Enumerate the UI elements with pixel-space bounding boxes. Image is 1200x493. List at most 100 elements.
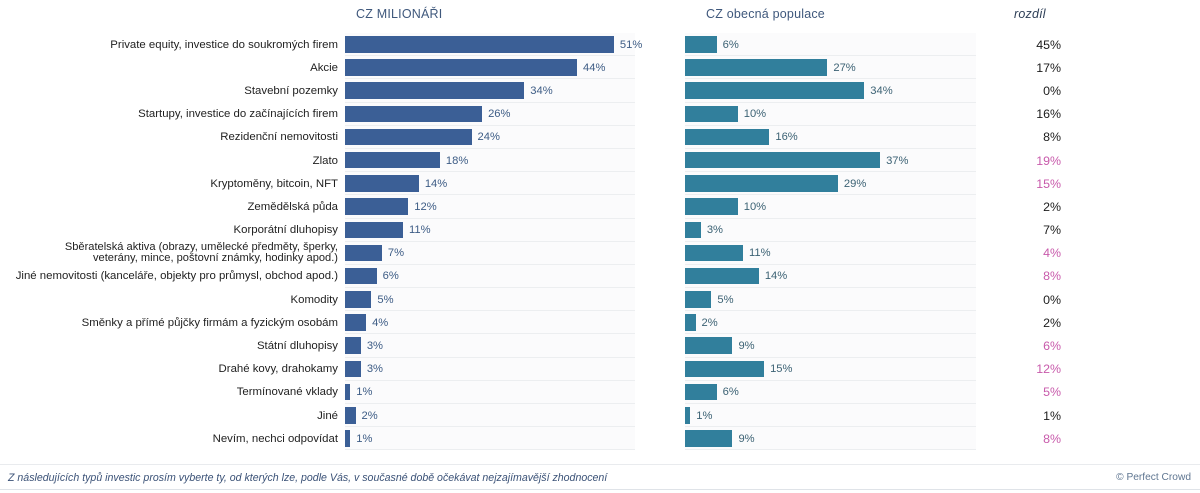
difference-value: 7% xyxy=(1043,223,1061,238)
millionaires-bar xyxy=(345,198,409,215)
millionaires-bar xyxy=(345,59,577,76)
population-bar xyxy=(685,383,717,401)
category-label: Jiné xyxy=(317,409,338,422)
population-value-label: 9% xyxy=(738,432,755,445)
difference-value: 8% xyxy=(1043,431,1061,446)
difference-value: 12% xyxy=(1036,362,1061,377)
millionaires-bar-track xyxy=(345,33,635,57)
population-bar xyxy=(685,128,770,146)
category-label: Akcie xyxy=(310,61,338,74)
population-value-label: 34% xyxy=(870,84,893,97)
category-label: Státní dluhopisy xyxy=(256,340,338,353)
millionaires-bar xyxy=(345,82,525,99)
population-bar-track xyxy=(685,288,976,312)
bottom-divider xyxy=(0,489,1200,490)
category-label: Sběratelská aktiva (obrazy, umělecké pře… xyxy=(64,240,338,265)
millionaires-bar-track xyxy=(345,357,635,381)
difference-value: 16% xyxy=(1036,107,1061,122)
population-bar-track xyxy=(685,172,976,196)
millionaires-bar xyxy=(345,175,419,192)
millionaires-value-label: 34% xyxy=(530,84,553,97)
category-label: Private equity, investice do soukromých … xyxy=(110,38,338,51)
population-bar xyxy=(685,291,712,308)
millionaires-bar xyxy=(345,407,356,424)
category-label: Zemědělská půda xyxy=(247,200,338,213)
millionaires-bar xyxy=(345,244,382,262)
category-label: Nevím, nechci odpovídat xyxy=(212,432,338,445)
millionaires-value-label: 26% xyxy=(488,108,511,121)
millionaires-value-label: 18% xyxy=(445,154,469,167)
population-value-label: 2% xyxy=(701,316,718,329)
population-bar xyxy=(685,244,743,262)
chart-row: Státní dluhopisy 3% 9% 6% xyxy=(0,334,1200,358)
millionaires-bar xyxy=(345,337,361,354)
population-bar-track xyxy=(685,79,976,103)
chart-row: Akcie 44% 27% 17% xyxy=(0,56,1200,80)
population-value-label: 14% xyxy=(764,270,788,283)
chart-row: Sběratelská aktiva (obrazy, umělecké pře… xyxy=(0,240,1200,265)
population-bar-track xyxy=(685,148,976,173)
population-bar-track xyxy=(685,311,976,335)
population-bar-track xyxy=(685,102,976,126)
category-label: Jiné nemovitosti (kanceláře, objekty pro… xyxy=(15,270,338,283)
millionaires-bar-track xyxy=(345,195,635,219)
population-value-label: 9% xyxy=(738,340,755,353)
millionaires-bar-track xyxy=(345,241,635,265)
population-bar xyxy=(685,198,738,215)
millionaires-bar-track xyxy=(345,218,635,242)
population-bar xyxy=(685,430,733,447)
population-value-label: 6% xyxy=(722,38,739,51)
population-bar-track xyxy=(685,380,976,404)
difference-value: 17% xyxy=(1036,60,1061,75)
chart-row: Termínované vklady 1% 6% 5% xyxy=(0,380,1200,404)
population-bar-track xyxy=(685,404,976,428)
population-value-label: 29% xyxy=(843,177,867,190)
difference-value: 8% xyxy=(1043,130,1061,145)
millionaires-bar xyxy=(345,128,472,146)
copyright-label: © Perfect Crowd xyxy=(1116,472,1191,483)
difference-value: 8% xyxy=(1043,269,1061,284)
population-bar-track xyxy=(685,264,976,289)
difference-value: 0% xyxy=(1043,83,1061,98)
difference-value: 2% xyxy=(1043,199,1061,214)
millionaires-value-label: 24% xyxy=(477,131,500,144)
category-label: Zlato xyxy=(312,154,338,167)
category-label: Rezidenční nemovitosti xyxy=(220,131,338,144)
millionaires-bar xyxy=(345,267,377,285)
millionaires-bar-track xyxy=(345,79,635,103)
population-bar-track xyxy=(685,195,976,219)
chart-row: Směnky a přímé půjčky firmám a fyzickým … xyxy=(0,311,1200,335)
millionaires-bar-track xyxy=(345,427,635,451)
population-bar-track xyxy=(685,56,976,80)
chart-row: Drahé kovy, drahokamy 3% 15% 12% xyxy=(0,357,1200,381)
millionaires-value-label: 12% xyxy=(414,200,437,213)
category-label: Startupy, investice do začínajících fire… xyxy=(138,108,338,121)
millionaires-value-label: 4% xyxy=(372,316,389,329)
chart-row: Startupy, investice do začínajících fire… xyxy=(0,102,1200,126)
millionaires-bar xyxy=(345,430,351,447)
millionaires-bar-track xyxy=(345,380,635,404)
category-label: Termínované vklady xyxy=(236,386,338,399)
millionaires-bar xyxy=(345,360,361,378)
chart-row: Nevím, nechci odpovídat 1% 9% 8% xyxy=(0,427,1200,451)
millionaires-bar-track xyxy=(345,102,635,126)
population-value-label: 10% xyxy=(743,200,767,213)
population-value-label: 15% xyxy=(770,363,793,376)
population-value-label: 3% xyxy=(706,224,723,237)
millionaires-bar-track xyxy=(345,404,635,428)
millionaires-bar-track xyxy=(345,311,635,335)
population-bar-track xyxy=(685,334,976,358)
population-value-label: 27% xyxy=(833,61,856,74)
millionaires-value-label: 3% xyxy=(366,340,383,353)
population-value-label: 37% xyxy=(886,154,909,167)
difference-value: 5% xyxy=(1043,385,1061,400)
millionaires-bar-track xyxy=(345,56,635,80)
difference-value: 19% xyxy=(1036,153,1061,168)
chart-row: Zlato 18% 37% 19% xyxy=(0,148,1200,173)
population-bar xyxy=(685,175,838,192)
column-header-difference: rozdíl xyxy=(1014,7,1046,21)
category-label: Drahé kovy, drahokamy xyxy=(218,363,338,376)
population-bar xyxy=(685,337,733,354)
millionaires-value-label: 3% xyxy=(366,363,383,376)
population-value-label: 16% xyxy=(775,131,798,144)
